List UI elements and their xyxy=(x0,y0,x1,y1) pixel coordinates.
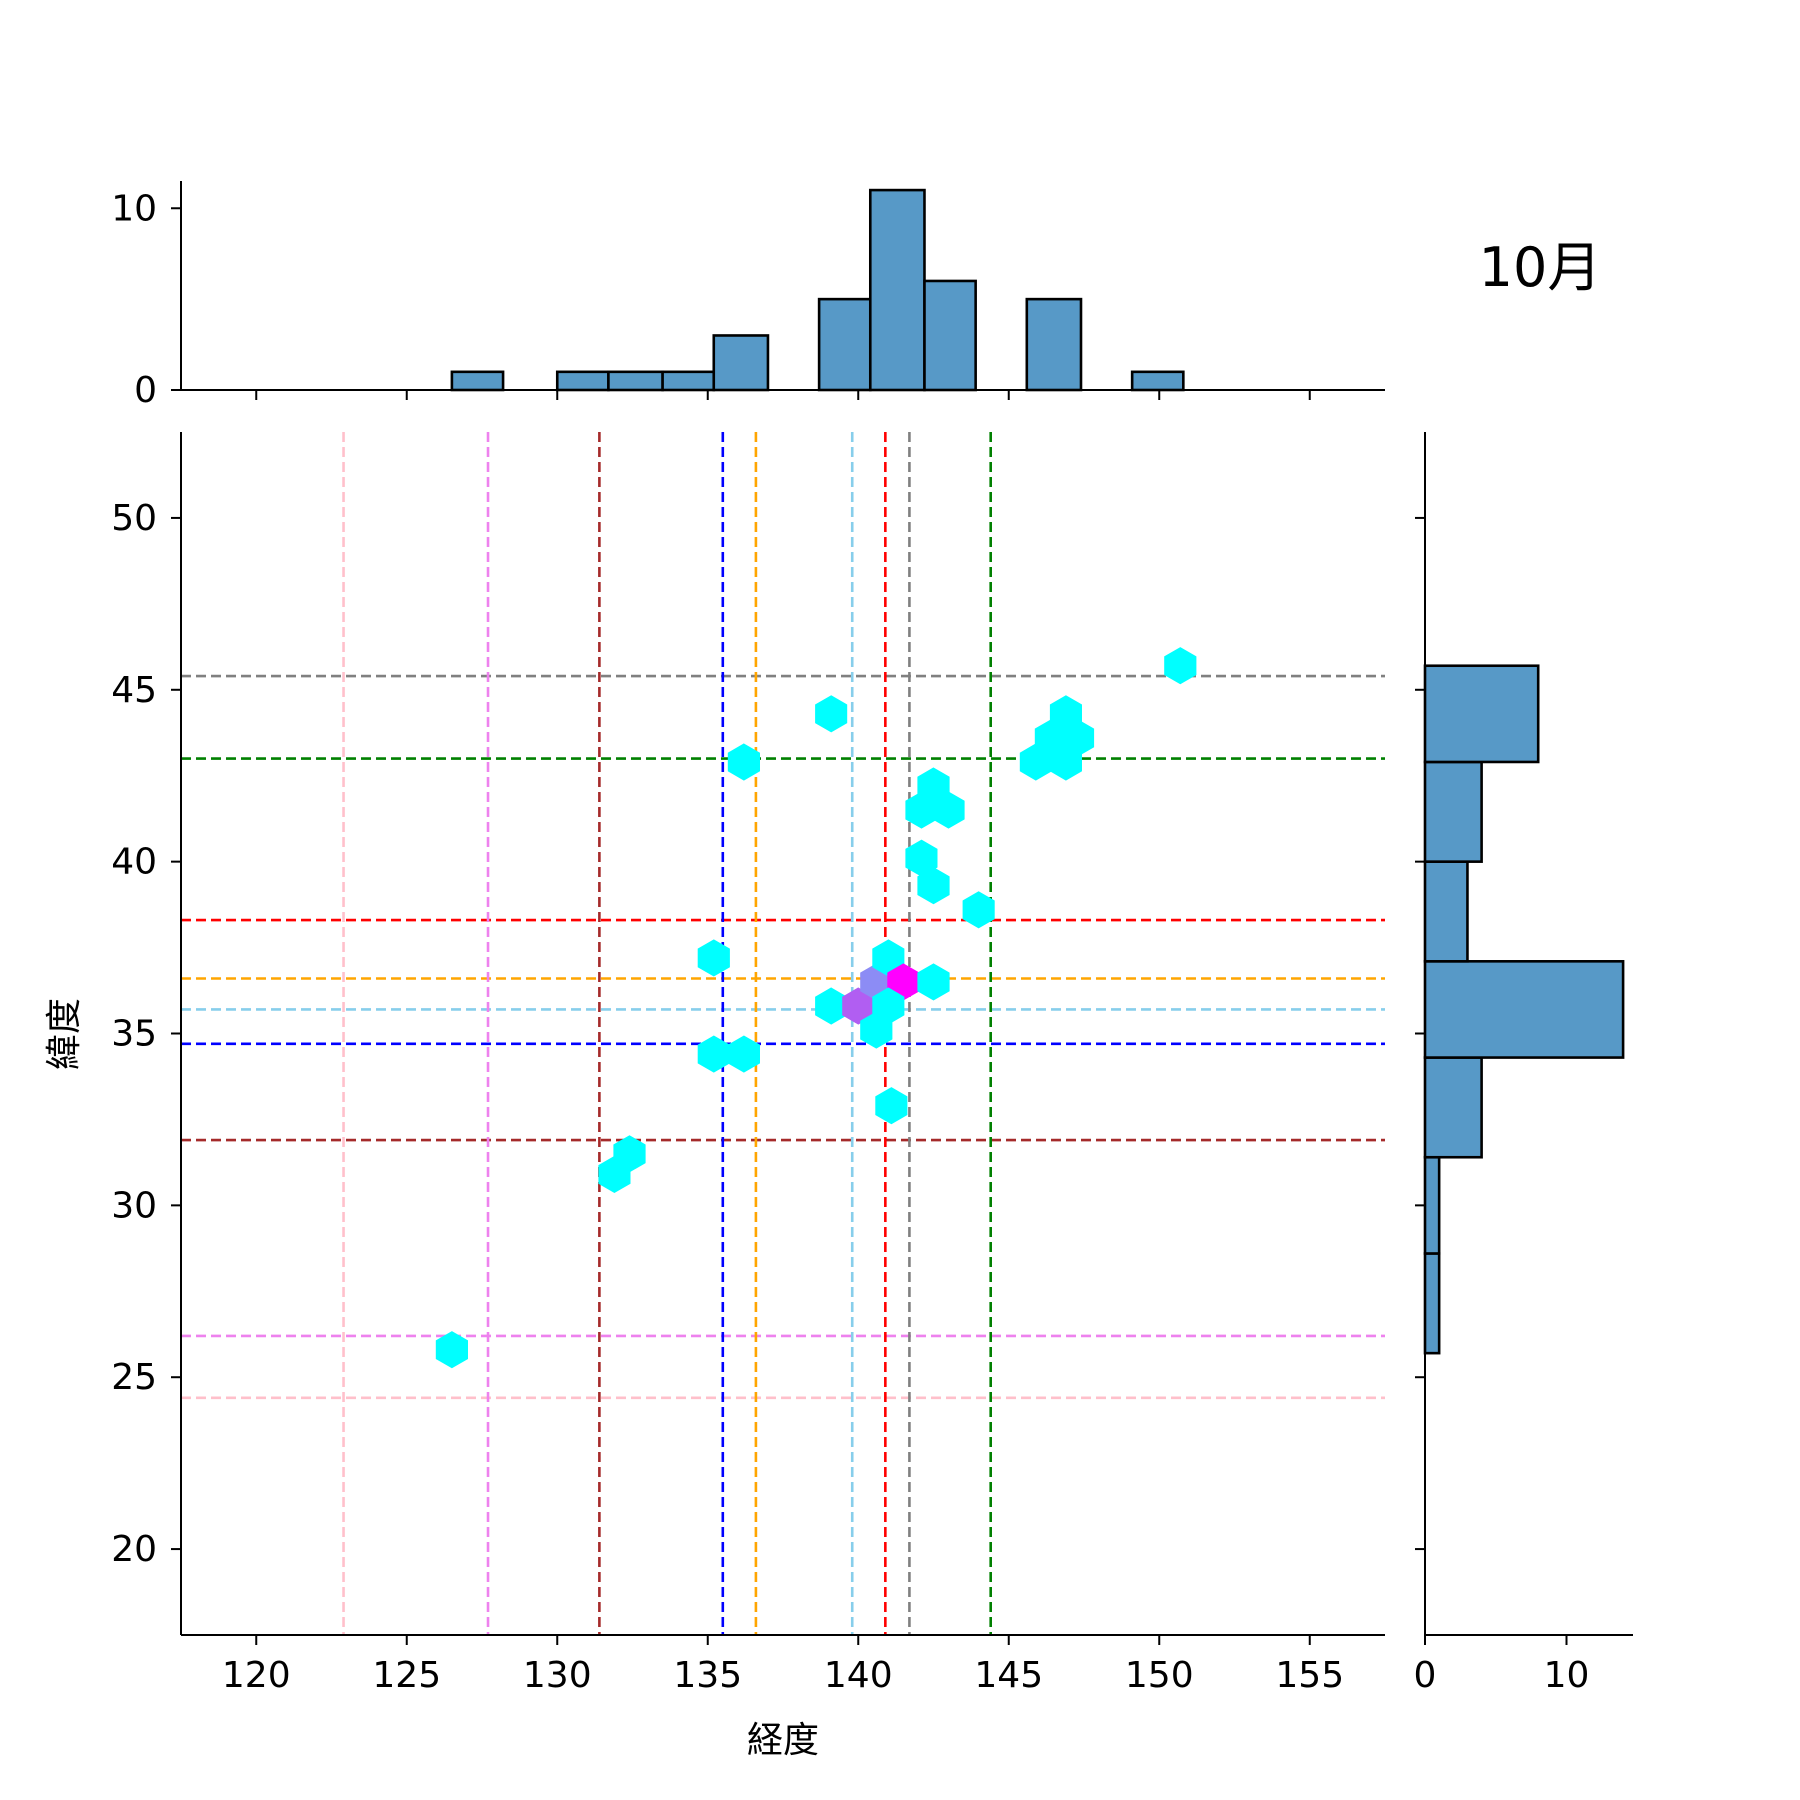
hex-cell-14 xyxy=(872,987,905,1025)
y-axis-ticks: 20 25 30 35 40 45 50 xyxy=(111,498,181,1570)
x-tick-label-4: 140 xyxy=(824,1655,893,1696)
y-tick-label-0: 20 xyxy=(111,1529,157,1570)
lat-hist-bar-2 xyxy=(1423,1056,1483,1159)
y-tick-label-1: 25 xyxy=(111,1357,157,1398)
x-tick-label-5: 145 xyxy=(974,1655,1043,1696)
right-hist-tick-label-0: 0 xyxy=(1414,1655,1437,1696)
lat-hist-bar-4 xyxy=(1423,860,1469,963)
lon-hist-bar-5 xyxy=(817,297,872,392)
y-tick-label-5: 45 xyxy=(111,670,157,711)
lon-hist-bar-1 xyxy=(555,370,610,392)
lon-hist-bar-3 xyxy=(661,370,716,392)
y-axis-label: 緯度 xyxy=(44,998,85,1070)
horizontal-reference-lines xyxy=(181,674,1385,1400)
hex-cell-21 xyxy=(917,963,950,1001)
x-axis-ticks: 120 125 130 135 140 145 150 155 xyxy=(222,1635,1344,1696)
top-hist-tick-label-0: 0 xyxy=(134,370,157,411)
chart-title: 10月 xyxy=(1479,236,1602,299)
y-tick-label-3: 35 xyxy=(111,1014,157,1055)
hex-cell-2 xyxy=(613,1135,646,1173)
lon-hist-bar-6 xyxy=(868,188,926,392)
y-tick-label-4: 40 xyxy=(111,842,157,883)
right-hist-tick-label-1: 10 xyxy=(1544,1655,1590,1696)
hex-cell-0 xyxy=(435,1331,468,1369)
hex-cell-7 xyxy=(815,695,848,733)
latitude-histogram-bars xyxy=(1423,664,1625,1355)
lat-hist-bar-5 xyxy=(1423,760,1483,863)
x-tick-label-7: 155 xyxy=(1275,1655,1344,1696)
x-axis-label: 経度 xyxy=(747,1720,819,1761)
longitude-histogram: 0 10 xyxy=(111,181,1385,411)
longitude-histogram-bars xyxy=(450,188,1185,392)
top-hist-tick-label-1: 10 xyxy=(111,188,157,229)
top-hist-ticks: 0 10 xyxy=(111,188,1311,411)
hex-cell-5 xyxy=(727,1035,760,1073)
right-hist-ticks: 0 10 xyxy=(1414,516,1590,1696)
hex-cell-27 xyxy=(1061,719,1095,757)
lon-hist-bar-4 xyxy=(712,334,770,392)
lat-hist-bar-0 xyxy=(1423,1252,1441,1355)
lon-hist-bar-9 xyxy=(1130,370,1185,392)
hex-cell-19 xyxy=(932,791,965,829)
x-tick-label-0: 120 xyxy=(222,1655,291,1696)
lat-hist-bar-3 xyxy=(1423,960,1625,1059)
lat-hist-bar-6 xyxy=(1423,664,1540,764)
hex-cell-3 xyxy=(697,939,730,977)
hex-cell-20 xyxy=(917,867,950,905)
main-hexbin-plot: 120 125 130 135 140 145 150 155 20253035404550 … xyxy=(44,432,1385,1761)
latitude-histogram: 0 10 xyxy=(1414,432,1633,1696)
lon-hist-bar-2 xyxy=(607,370,664,392)
x-tick-label-1: 125 xyxy=(372,1655,441,1696)
hex-cell-15 xyxy=(875,1087,908,1125)
hex-cell-22 xyxy=(962,891,995,929)
lon-hist-bar-7 xyxy=(923,279,977,392)
hex-cell-28 xyxy=(1164,647,1197,685)
x-tick-label-6: 150 xyxy=(1125,1655,1194,1696)
lon-hist-bar-8 xyxy=(1025,297,1083,392)
x-tick-label-2: 130 xyxy=(523,1655,592,1696)
lat-hist-bar-1 xyxy=(1423,1155,1441,1255)
hexbin-cells xyxy=(435,647,1197,1369)
hex-cell-6 xyxy=(727,743,760,781)
y-tick-label-6: 50 xyxy=(111,498,157,539)
lon-hist-bar-0 xyxy=(450,370,505,392)
x-tick-label-3: 135 xyxy=(673,1655,742,1696)
y-tick-label-2: 30 xyxy=(111,1185,157,1226)
